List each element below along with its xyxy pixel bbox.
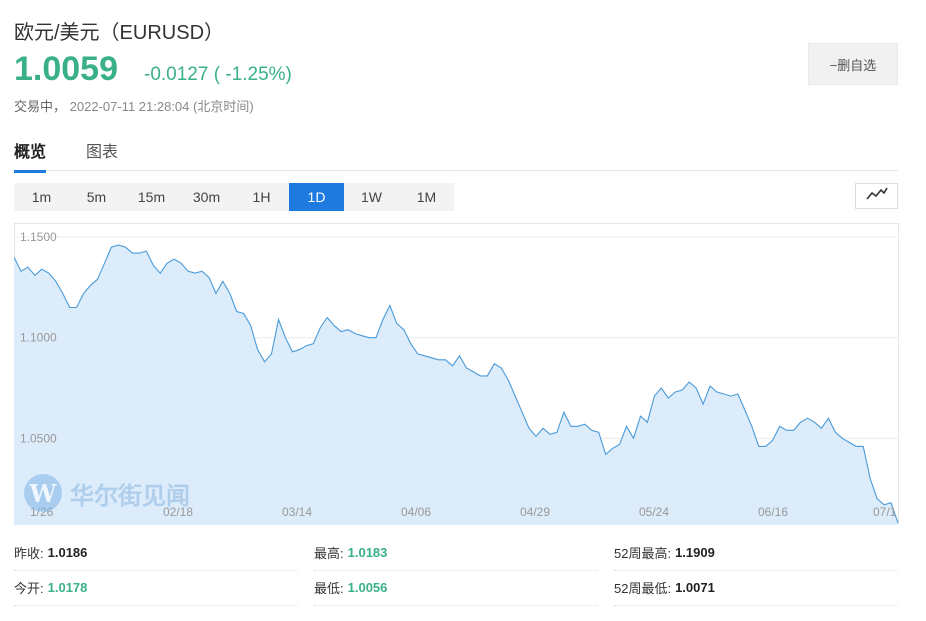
y-tick-label: 1.1500 xyxy=(20,230,57,244)
stat-value: 1.0056 xyxy=(347,579,388,595)
price-line xyxy=(13,244,899,524)
period-1mo[interactable]: 1M xyxy=(416,189,437,205)
period-selector: 1m 5m 15m 30m 1H 1D 1W 1M xyxy=(14,183,454,211)
x-tick-label: 04/29 xyxy=(520,505,550,519)
stat-52w-low: 52周最低: 1.0071 xyxy=(614,569,898,606)
price-area xyxy=(14,245,898,525)
stat-52w-high: 52周最高: 1.1909 xyxy=(614,534,898,571)
stat-label: 52周最低: xyxy=(614,580,672,596)
stat-label: 今开: xyxy=(14,580,44,596)
stat-open: 今开: 1.0178 xyxy=(14,569,298,606)
stat-low: 最低: 1.0056 xyxy=(314,569,598,606)
line-chart-icon xyxy=(865,187,888,206)
stat-label: 最低: xyxy=(314,580,344,596)
watermark-text: 华尔街见闻 xyxy=(70,480,190,510)
page-title: 欧元/美元（EURUSD） xyxy=(14,22,225,44)
timestamp: 2022-07-11 21:28:04 xyxy=(69,99,190,114)
stat-value: 1.0186 xyxy=(47,544,88,560)
period-1h[interactable]: 1H xyxy=(252,189,271,205)
trading-status: 交易中， 2022-07-11 21:28:04 (北京时间) xyxy=(14,96,254,115)
x-tick-label: 06/16 xyxy=(758,505,788,519)
stat-label: 昨收: xyxy=(14,545,44,561)
timezone: (北京时间) xyxy=(193,99,254,114)
price-chart-svg: 1.15001.10001.05001.00001/2602/1803/1404… xyxy=(13,223,899,546)
x-tick-label: 05/24 xyxy=(639,505,669,519)
stat-value: 1.0183 xyxy=(347,544,388,560)
tab-bar: 概览 图表 xyxy=(14,138,898,173)
period-1m[interactable]: 1m xyxy=(31,189,52,205)
watermark: W 华尔街见闻 xyxy=(24,474,190,512)
current-price: 1.0059 xyxy=(14,50,118,88)
tab-chart[interactable]: 图表 xyxy=(86,144,119,161)
stat-prev-close: 昨收: 1.0186 xyxy=(14,534,298,571)
stat-value: 1.1909 xyxy=(675,544,715,560)
remove-watchlist-button[interactable]: −删自选 xyxy=(808,43,898,85)
stat-high: 最高: 1.0183 xyxy=(314,534,598,571)
x-tick-label: 03/14 xyxy=(282,505,312,519)
price-chart: 1.15001.10001.05001.00001/2602/1803/1404… xyxy=(13,223,899,546)
period-5m[interactable]: 5m xyxy=(86,189,107,205)
y-tick-label: 1.0500 xyxy=(20,431,57,445)
period-30m[interactable]: 30m xyxy=(192,189,221,205)
chart-type-toggle[interactable] xyxy=(855,183,898,209)
period-1d[interactable]: 1D xyxy=(289,183,344,211)
period-1w[interactable]: 1W xyxy=(361,189,382,205)
stat-label: 最高: xyxy=(314,545,344,561)
x-tick-label: 04/06 xyxy=(401,505,431,519)
period-15m[interactable]: 15m xyxy=(137,189,166,205)
stat-value: 1.0178 xyxy=(47,579,88,595)
watermark-logo: W xyxy=(24,474,62,512)
status-label: 交易中， xyxy=(14,99,67,114)
tab-overview[interactable]: 概览 xyxy=(14,138,47,173)
stat-value: 1.0071 xyxy=(675,579,715,595)
stat-label: 52周最高: xyxy=(614,545,672,561)
x-tick-label: 07/1 xyxy=(873,505,897,519)
price-change: -0.0127 ( -1.25%) xyxy=(144,64,292,85)
x-tick-label: 02/18 xyxy=(163,505,193,519)
y-tick-label: 1.1000 xyxy=(20,331,57,345)
